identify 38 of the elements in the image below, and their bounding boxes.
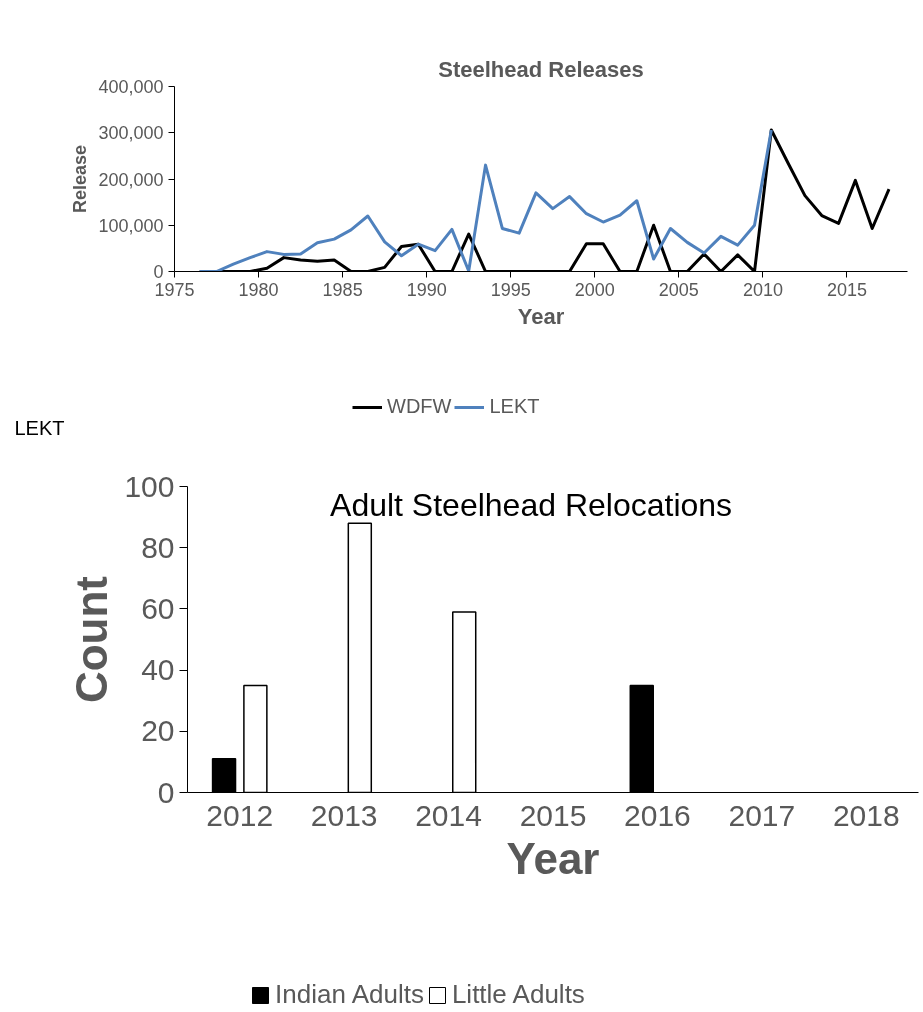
x-tick-label: 2015 [519, 798, 587, 832]
x-tick-label: 2013 [310, 798, 378, 832]
legend-label: LEKT [489, 395, 540, 418]
x-tick-label: 2015 [826, 279, 867, 300]
y-tick-label: 400,000 [98, 77, 164, 97]
y-tick-label: 300,000 [98, 123, 164, 144]
y-tick-label: 200,000 [98, 169, 164, 190]
y-tick-label: 0 [153, 262, 164, 282]
x-tick-label: 2016 [624, 798, 691, 832]
x-tick-label: 1985 [322, 279, 363, 300]
y-tick-label: 40 [141, 653, 175, 687]
y-axis-title: Count [67, 575, 117, 704]
x-tick-label: 1980 [238, 279, 279, 300]
x-axis-title: Year [506, 833, 600, 883]
chart-title: Adult Steelhead Relocations [330, 486, 733, 523]
x-tick-label: 2017 [728, 798, 796, 832]
y-tick-label: 100,000 [98, 215, 164, 236]
chart-title: Steelhead Releases [438, 56, 644, 82]
legend-label: WDFW [387, 395, 452, 418]
x-tick-label: 2000 [574, 279, 615, 300]
y-tick-label: 80 [141, 530, 175, 564]
y-tick-label: 100 [124, 469, 175, 503]
y-tick-label: 60 [141, 591, 175, 625]
text: LEKT [14, 416, 65, 439]
x-tick-label: 2014 [415, 798, 482, 832]
x-tick-label: 2005 [658, 279, 699, 300]
x-tick-label: 2012 [206, 798, 274, 832]
y-tick-label: 20 [141, 714, 175, 748]
x-tick-label: 2010 [742, 279, 783, 300]
x-tick-label: 1975 [154, 279, 195, 300]
y-tick-label: 0 [157, 775, 175, 809]
x-axis-title: Year [517, 303, 565, 329]
y-axis-title: Release [70, 144, 91, 214]
x-tick-label: 2018 [832, 798, 900, 832]
legend-label: Indian Adults [275, 979, 424, 1010]
x-tick-label: 1990 [406, 279, 447, 300]
legend-label: Little Adults [451, 979, 585, 1010]
x-tick-label: 1995 [490, 279, 531, 300]
